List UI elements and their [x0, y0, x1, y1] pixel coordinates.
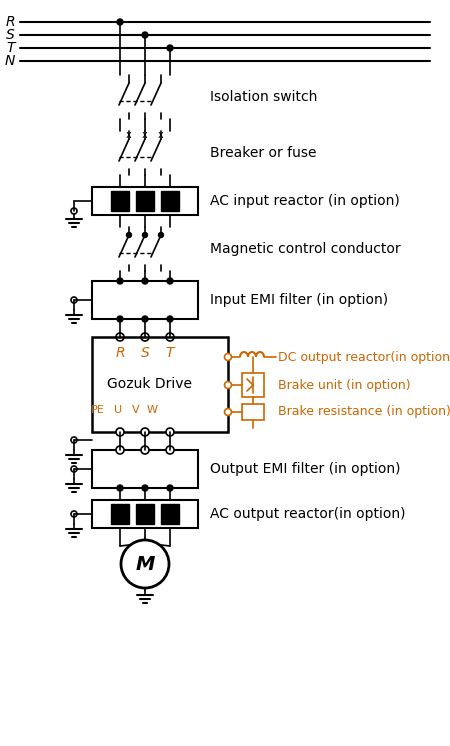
Text: R: R: [115, 346, 125, 360]
Bar: [111, 191, 129, 211]
Text: x: x: [158, 130, 164, 140]
Circle shape: [71, 511, 77, 517]
Text: Output EMI filter (in option): Output EMI filter (in option): [210, 462, 400, 476]
Circle shape: [225, 354, 231, 360]
Circle shape: [141, 428, 149, 436]
Circle shape: [143, 233, 148, 237]
Bar: [92, 187, 198, 215]
Circle shape: [141, 333, 149, 341]
Circle shape: [116, 446, 124, 454]
Circle shape: [225, 381, 231, 389]
Bar: [136, 504, 154, 524]
Text: x: x: [142, 130, 148, 140]
Circle shape: [117, 316, 123, 322]
Text: T: T: [166, 346, 174, 360]
Circle shape: [158, 233, 163, 237]
Circle shape: [71, 208, 77, 214]
Circle shape: [71, 297, 77, 303]
Text: T: T: [6, 41, 15, 55]
Text: V: V: [132, 405, 140, 415]
Circle shape: [167, 278, 173, 284]
Text: S: S: [6, 28, 15, 42]
Circle shape: [142, 485, 148, 491]
Circle shape: [166, 446, 174, 454]
Text: PE: PE: [91, 405, 105, 415]
Bar: [92, 337, 228, 432]
Bar: [92, 281, 198, 319]
Circle shape: [117, 19, 123, 25]
Circle shape: [116, 428, 124, 436]
Text: N: N: [4, 54, 15, 68]
Text: Brake resistance (in option): Brake resistance (in option): [278, 406, 450, 419]
Text: DC output reactor(in option): DC output reactor(in option): [278, 351, 450, 363]
Circle shape: [142, 316, 148, 322]
Circle shape: [121, 540, 169, 588]
Bar: [92, 500, 198, 528]
Circle shape: [142, 32, 148, 38]
Bar: [161, 191, 179, 211]
Text: AC output reactor(in option): AC output reactor(in option): [210, 507, 405, 521]
Circle shape: [167, 316, 173, 322]
Bar: [161, 504, 179, 524]
Circle shape: [167, 45, 173, 51]
Bar: [242, 373, 264, 397]
Bar: [92, 450, 198, 488]
Text: x: x: [126, 130, 132, 140]
Circle shape: [117, 485, 123, 491]
Circle shape: [71, 466, 77, 472]
Text: M: M: [135, 554, 155, 574]
Text: Breaker or fuse: Breaker or fuse: [210, 146, 316, 160]
Text: U: U: [114, 405, 122, 415]
Text: Brake unit (in option): Brake unit (in option): [278, 378, 410, 392]
Circle shape: [126, 233, 131, 237]
Circle shape: [117, 278, 123, 284]
Text: R: R: [5, 15, 15, 29]
Text: Gozuk Drive: Gozuk Drive: [107, 377, 192, 392]
Text: AC input reactor (in option): AC input reactor (in option): [210, 194, 400, 208]
Circle shape: [71, 437, 77, 443]
Bar: [242, 404, 264, 420]
Bar: [111, 504, 129, 524]
Text: Isolation switch: Isolation switch: [210, 90, 317, 104]
Text: S: S: [140, 346, 149, 360]
Bar: [136, 191, 154, 211]
Circle shape: [142, 278, 148, 284]
Circle shape: [166, 333, 174, 341]
Text: Input EMI filter (in option): Input EMI filter (in option): [210, 293, 388, 307]
Text: W: W: [147, 405, 158, 415]
Circle shape: [225, 409, 231, 416]
Text: Magnetic control conductor: Magnetic control conductor: [210, 242, 400, 256]
Circle shape: [166, 428, 174, 436]
Circle shape: [141, 446, 149, 454]
Circle shape: [116, 333, 124, 341]
Circle shape: [167, 485, 173, 491]
